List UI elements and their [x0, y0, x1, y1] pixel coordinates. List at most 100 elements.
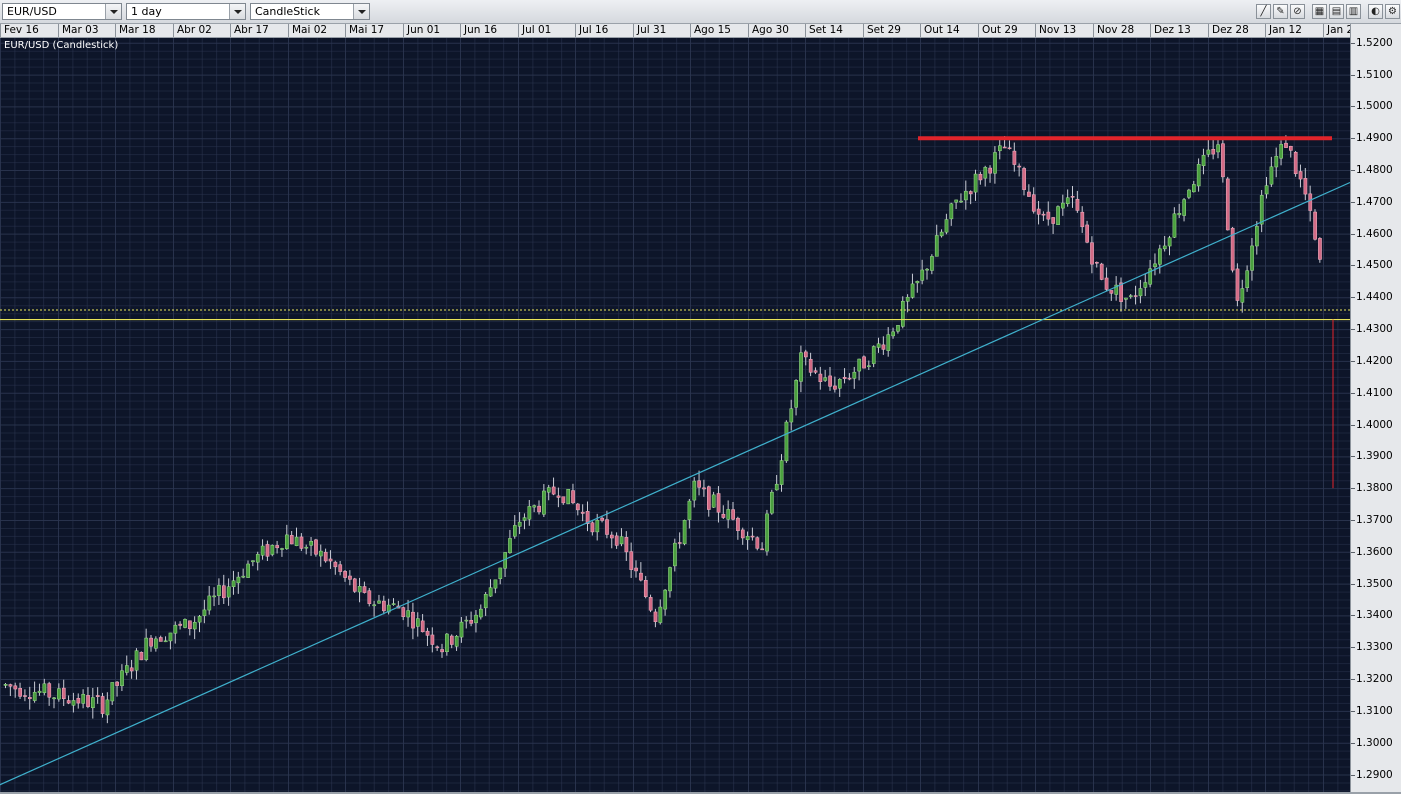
timeframe-value: 1 day [131, 5, 162, 18]
price-tick-mark [1351, 551, 1355, 553]
bullish-candle [934, 235, 939, 257]
bearish-candle [66, 700, 71, 704]
bearish-candle [707, 486, 711, 510]
bullish-candle [1128, 295, 1133, 297]
bullish-candle [1196, 164, 1201, 187]
color-icon[interactable]: ◐ [1368, 4, 1383, 19]
bearish-candle [847, 377, 852, 380]
date-tick-label: Fev 16 [0, 24, 39, 37]
price-tick-label: 1.4900 [1356, 132, 1393, 145]
price-tick-label: 1.3400 [1356, 609, 1393, 622]
bullish-candle [1056, 206, 1060, 225]
bearish-candle [95, 695, 100, 697]
settings-icon[interactable]: ⚙ [1385, 4, 1400, 19]
chevron-down-icon[interactable] [353, 4, 369, 19]
price-tick-label: 1.3900 [1356, 450, 1393, 463]
bearish-candle [721, 513, 726, 518]
bullish-candle [1124, 297, 1128, 300]
bearish-candle [1080, 211, 1085, 228]
bearish-candle [338, 564, 343, 572]
bearish-candle [435, 646, 440, 649]
bearish-candle [188, 620, 192, 629]
bullish-candle [915, 280, 920, 284]
price-tick-label: 1.3200 [1356, 673, 1393, 686]
price-tick-label: 1.3300 [1356, 641, 1393, 654]
grid-lines-icon[interactable]: ▤ [1329, 4, 1344, 19]
bearish-candle [818, 373, 823, 383]
price-tick-label: 1.4600 [1356, 227, 1393, 240]
bullish-candle [479, 608, 483, 618]
price-tick-label: 1.3000 [1356, 736, 1393, 749]
bearish-candle [653, 611, 658, 623]
bearish-candle [1046, 211, 1051, 220]
bearish-candle [862, 356, 866, 369]
layout-icon[interactable]: ▥ [1346, 4, 1361, 19]
erase-icon[interactable]: ⊘ [1290, 4, 1305, 19]
chevron-down-icon[interactable] [105, 4, 121, 19]
bullish-candle [1259, 195, 1264, 225]
chart-type-select[interactable]: CandleStick [250, 3, 370, 20]
price-axis[interactable]: 1.5200 1.5100 1.5000 1.4900 1.4800 1.4700 1.46… [1350, 24, 1401, 792]
bullish-candle [498, 567, 503, 579]
price-tick-mark [1351, 138, 1355, 140]
date-tick-label: Mai 17 [345, 24, 384, 37]
bearish-candle [158, 637, 163, 642]
bearish-candle [449, 635, 454, 645]
bearish-candle [605, 519, 609, 535]
grid-icon[interactable]: ▦ [1312, 4, 1327, 19]
bearish-candle [469, 620, 474, 624]
bearish-candle [275, 545, 280, 549]
bullish-candle [445, 633, 449, 653]
price-tick-label: 1.4200 [1356, 354, 1393, 367]
timeframe-select[interactable]: 1 day [126, 3, 246, 20]
date-tick-label: Jan 12 [1265, 24, 1302, 37]
bearish-candle [614, 535, 619, 546]
bullish-candle [668, 567, 672, 592]
bullish-candle [372, 604, 377, 607]
price-tick-label: 1.5000 [1356, 100, 1393, 113]
bearish-candle [643, 580, 648, 597]
bearish-candle [1308, 193, 1313, 211]
bearish-candle [352, 578, 357, 592]
bearish-candle [47, 683, 52, 698]
bearish-candle [289, 535, 294, 545]
chevron-down-icon[interactable] [229, 4, 245, 19]
bearish-candle [61, 687, 66, 700]
price-tick-mark [1351, 456, 1355, 458]
bearish-candle [1119, 282, 1123, 302]
bullish-candle [682, 520, 687, 545]
draw-line-icon[interactable]: ╱ [1256, 4, 1271, 19]
date-tick-label: Set 14 [805, 24, 843, 37]
bearish-candle [18, 688, 22, 697]
bullish-candle [1153, 263, 1157, 268]
plot-area[interactable]: EUR/USD (Candlestick) [0, 38, 1350, 792]
bearish-candle [425, 630, 430, 636]
bearish-candle [740, 529, 745, 539]
bullish-candle [391, 603, 396, 605]
bullish-candle [212, 595, 217, 598]
symbol-select[interactable]: EUR/USD [2, 3, 122, 20]
bearish-candle [702, 487, 706, 490]
date-tick-label: Ago 15 [690, 24, 731, 37]
price-tick-mark [1351, 201, 1355, 203]
bullish-candle [377, 600, 381, 604]
bullish-candle [1114, 284, 1119, 295]
bottom-scrollbar[interactable] [0, 792, 1401, 794]
bearish-candle [716, 493, 721, 513]
bearish-candle [28, 697, 32, 700]
bearish-candle [8, 684, 13, 687]
bearish-candle [1022, 168, 1026, 190]
bullish-candle [57, 688, 61, 700]
bullish-candle [255, 554, 260, 563]
pencil-icon[interactable]: ✎ [1273, 4, 1288, 19]
bullish-candle [1216, 144, 1220, 153]
bullish-candle [910, 283, 915, 298]
bearish-candle [178, 623, 183, 626]
bullish-candle [949, 203, 954, 220]
price-tick-label: 1.4400 [1356, 291, 1393, 304]
bullish-candle [837, 379, 842, 389]
bullish-candle [939, 231, 944, 237]
date-axis: Fev 16 Mar 03 Mar 18 Abr 02 Abr 17 Mai 02 Mai … [0, 24, 1350, 38]
bearish-candle [328, 558, 333, 562]
symbol-value: EUR/USD [7, 5, 57, 18]
